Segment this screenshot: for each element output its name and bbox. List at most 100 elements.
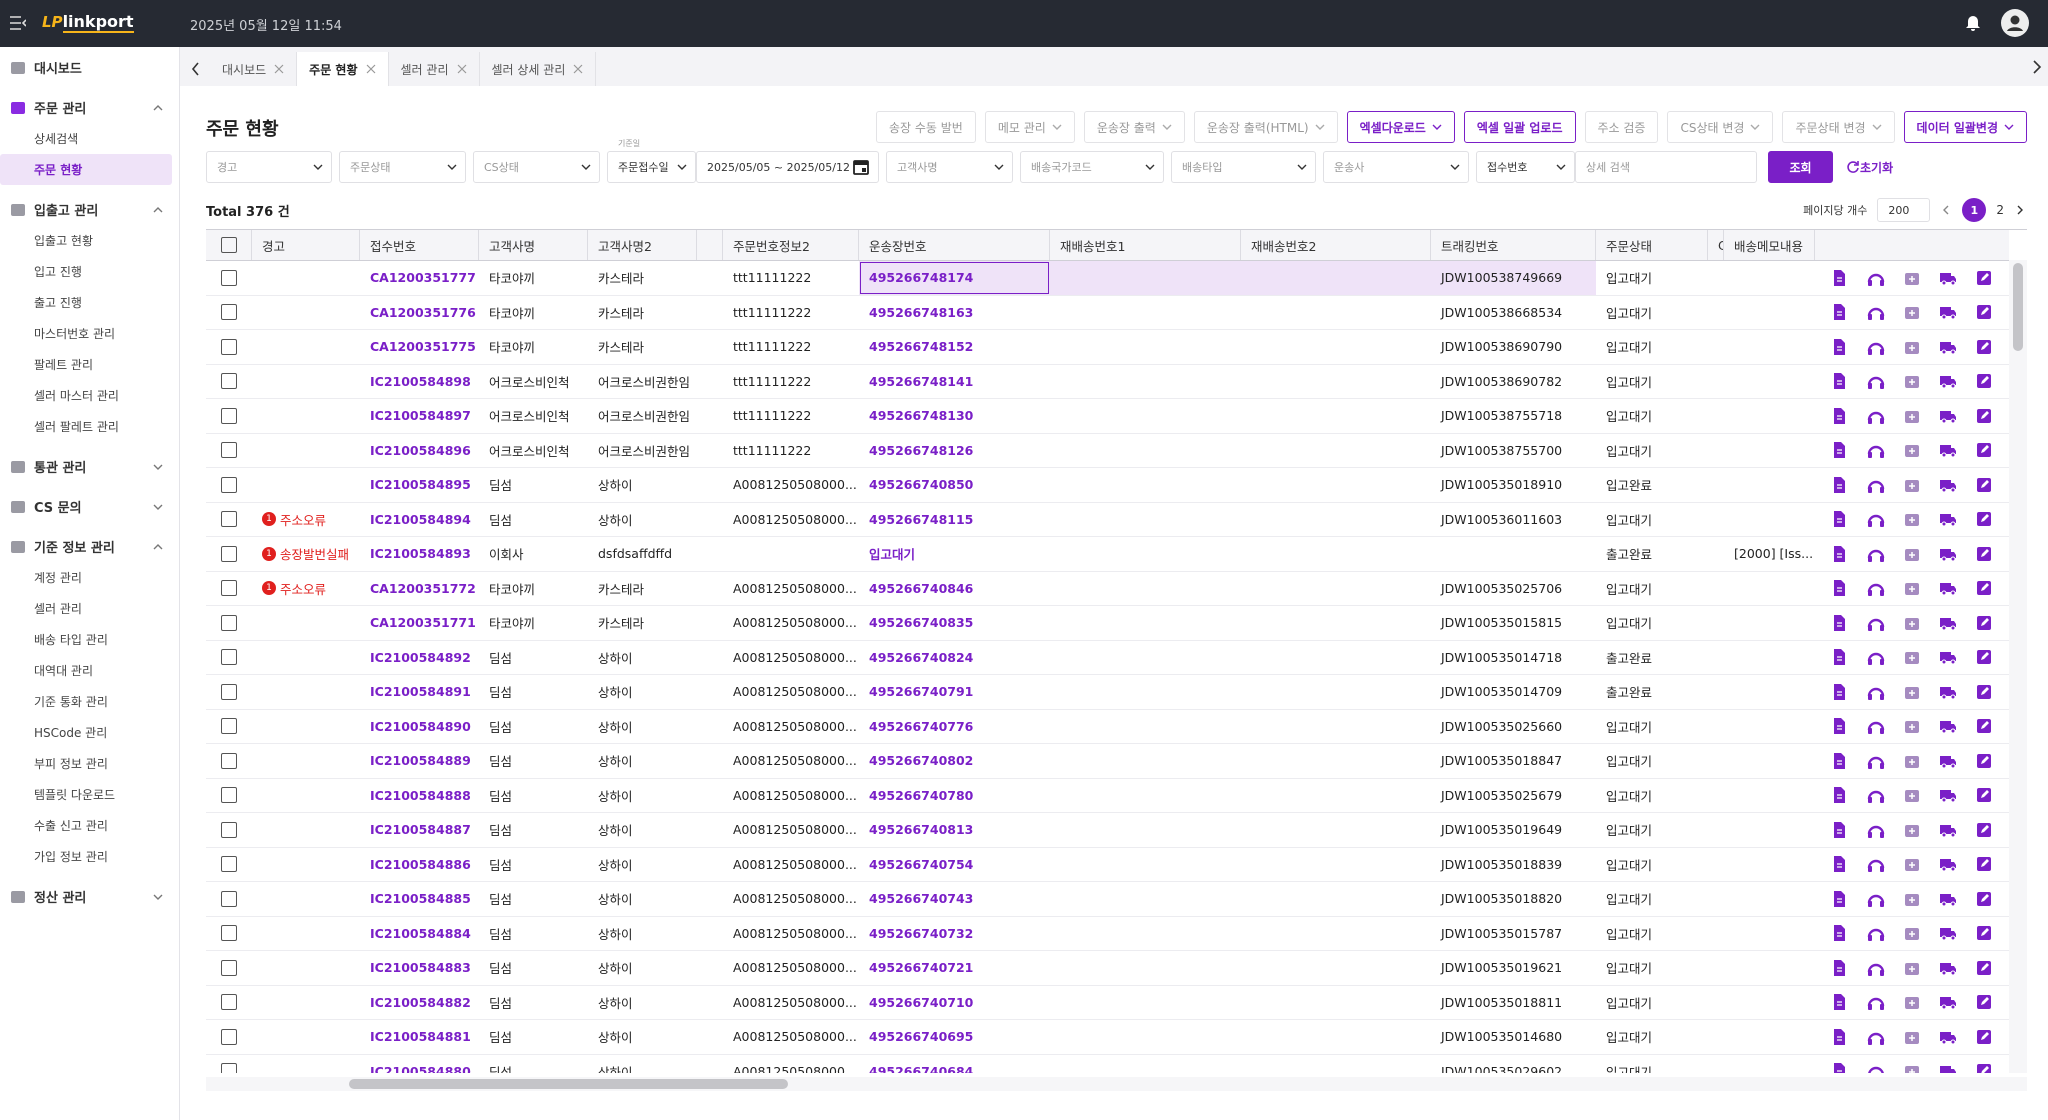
detail-icon[interactable] [1831, 372, 1849, 390]
cs-icon[interactable] [1867, 683, 1885, 701]
tab-prev[interactable] [180, 52, 210, 86]
table-cell[interactable]: IC2100584893 [370, 546, 471, 562]
table-cell[interactable]: IC2100584898 [370, 373, 471, 389]
user-avatar[interactable] [2001, 9, 2029, 37]
checkbox[interactable] [221, 580, 237, 597]
menu-item[interactable]: 상세검색 [34, 132, 79, 146]
cs-icon[interactable] [1867, 1028, 1885, 1046]
table-cell[interactable]: IC2100584890 [370, 718, 471, 734]
detail-icon[interactable] [1831, 441, 1849, 459]
page-next[interactable] [2014, 203, 2026, 217]
detail-icon[interactable] [1831, 476, 1849, 494]
checkbox[interactable] [221, 511, 237, 528]
edit-icon[interactable] [1975, 855, 1993, 873]
cs-icon[interactable] [1867, 993, 1885, 1011]
cs-icon[interactable] [1867, 476, 1885, 494]
detail-icon[interactable] [1831, 338, 1849, 356]
table-cell[interactable]: 입고대기 [869, 547, 916, 563]
menu-item[interactable]: 주문 현황 [0, 154, 172, 185]
edit-icon[interactable] [1975, 510, 1993, 528]
checkbox[interactable] [221, 476, 237, 493]
cs-icon[interactable] [1867, 924, 1885, 942]
cs-icon[interactable] [1867, 269, 1885, 287]
checkbox[interactable] [220, 237, 237, 253]
cs-icon[interactable] [1867, 717, 1885, 735]
table-cell[interactable]: 495266740813 [869, 822, 974, 838]
package-icon[interactable] [1903, 786, 1921, 804]
tab-close[interactable] [571, 62, 585, 76]
checkbox[interactable] [221, 614, 237, 631]
detail-icon[interactable] [1831, 993, 1849, 1011]
detail-icon[interactable] [1831, 1028, 1849, 1046]
table-cell[interactable]: IC2100584882 [370, 994, 471, 1010]
table-cell[interactable]: IC2100584889 [370, 753, 471, 769]
table-cell[interactable]: 495266740791 [869, 684, 974, 700]
edit-icon[interactable] [1975, 545, 1993, 563]
checkbox[interactable] [221, 407, 237, 424]
table-cell[interactable]: 495266740776 [869, 718, 974, 734]
package-icon[interactable] [1903, 959, 1921, 977]
date-range[interactable]: 2025/05/05 ~ 2025/05/12 [696, 151, 879, 183]
package-icon[interactable] [1903, 441, 1921, 459]
shipping-icon[interactable] [1939, 510, 1957, 528]
shipping-icon[interactable] [1939, 545, 1957, 563]
table-cell[interactable]: 495266740835 [869, 615, 974, 631]
menu-item[interactable]: 입출고 현황 [34, 234, 94, 248]
detail-icon[interactable] [1831, 786, 1849, 804]
shipping-icon[interactable] [1939, 752, 1957, 770]
table-cell[interactable]: 495266740710 [869, 994, 974, 1010]
menu-item[interactable]: 셀러 마스터 관리 [34, 389, 119, 403]
edit-icon[interactable] [1975, 959, 1993, 977]
table-cell[interactable]: IC2100584881 [370, 1029, 471, 1045]
notification-icon[interactable] [1964, 14, 1982, 32]
filter-select[interactable]: 배송국가코드 [1020, 151, 1164, 183]
search-input[interactable]: 상세 검색 [1575, 151, 1757, 183]
edit-icon[interactable] [1975, 786, 1993, 804]
table-cell[interactable]: 495266740850 [869, 477, 974, 493]
shipping-icon[interactable] [1939, 1028, 1957, 1046]
edit-icon[interactable] [1975, 614, 1993, 632]
package-icon[interactable] [1903, 545, 1921, 563]
menu-group-header[interactable]: 대시보드 [0, 52, 179, 83]
table-cell[interactable]: 495266740695 [869, 1029, 974, 1045]
edit-icon[interactable] [1975, 1062, 1993, 1073]
menu-group-header[interactable]: 입출고 관리 [0, 194, 179, 225]
package-icon[interactable] [1903, 579, 1921, 597]
table-cell[interactable]: IC2100584884 [370, 925, 471, 941]
menu-item[interactable]: 입고 진행 [34, 265, 82, 279]
tab-next[interactable] [2030, 57, 2044, 77]
date-basis-select[interactable]: 주문접수일 기준일 [607, 139, 696, 183]
package-icon[interactable] [1903, 648, 1921, 666]
shipping-icon[interactable] [1939, 993, 1957, 1011]
menu-item[interactable]: 계정 관리 [34, 571, 82, 585]
detail-icon[interactable] [1831, 1062, 1849, 1073]
shipping-icon[interactable] [1939, 959, 1957, 977]
table-cell[interactable]: 495266740743 [869, 891, 974, 907]
edit-icon[interactable] [1975, 683, 1993, 701]
table-cell[interactable]: IC2100584885 [370, 891, 471, 907]
table-cell[interactable]: IC2100584895 [370, 477, 471, 493]
table-cell[interactable]: IC2100584883 [370, 960, 471, 976]
checkbox[interactable] [221, 821, 237, 838]
edit-icon[interactable] [1975, 407, 1993, 425]
edit-icon[interactable] [1975, 648, 1993, 666]
table-cell[interactable]: CA1200351775 [370, 339, 476, 355]
h-scroll-thumb[interactable] [349, 1079, 788, 1089]
detail-icon[interactable] [1831, 683, 1849, 701]
table-cell[interactable]: 495266748130 [869, 408, 974, 424]
menu-item[interactable]: 대역대 관리 [34, 664, 94, 678]
page-number[interactable]: 1 [1962, 198, 1987, 222]
filter-select[interactable]: 경고 [206, 151, 332, 183]
edit-icon[interactable] [1975, 579, 1993, 597]
checkbox[interactable] [221, 856, 237, 873]
cs-icon[interactable] [1867, 752, 1885, 770]
checkbox[interactable] [221, 683, 237, 700]
package-icon[interactable] [1903, 855, 1921, 873]
package-icon[interactable] [1903, 993, 1921, 1011]
tab-close[interactable] [364, 62, 378, 76]
package-icon[interactable] [1903, 269, 1921, 287]
checkbox[interactable] [221, 925, 237, 942]
cs-icon[interactable] [1867, 786, 1885, 804]
table-cell[interactable]: IC2100584896 [370, 442, 471, 458]
checkbox[interactable] [221, 304, 237, 321]
